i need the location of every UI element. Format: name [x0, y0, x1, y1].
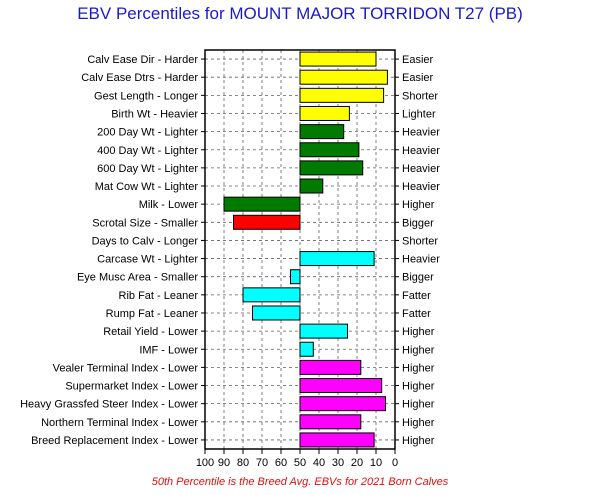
- bar: [299, 251, 375, 267]
- bar-right-label: Heavier: [402, 127, 440, 139]
- bar-left-label: Supermarket Index - Lower: [65, 381, 198, 393]
- bar: [290, 269, 301, 285]
- bar-left-label: 600 Day Wt - Lighter: [97, 163, 198, 175]
- bar-left-label: Milk - Lower: [139, 199, 199, 211]
- bar: [299, 87, 385, 103]
- x-tick-label: 30: [332, 457, 344, 469]
- bar-right-label: Easier: [402, 54, 434, 66]
- bar-right-label: Heavier: [402, 181, 440, 193]
- bar-left-label: IMF - Lower: [139, 344, 198, 356]
- x-tick-label: 20: [351, 457, 363, 469]
- x-tick-label: 90: [218, 457, 230, 469]
- bar: [299, 432, 375, 448]
- bar-left-label: Mat Cow Wt - Lighter: [95, 181, 199, 193]
- bar-left-label: Calv Ease Dir - Harder: [87, 54, 198, 66]
- bar: [299, 105, 350, 121]
- bar-right-label: Higher: [402, 381, 435, 393]
- bar-left-label: Rump Fat - Leaner: [106, 308, 199, 320]
- bar-right-label: Heavier: [402, 163, 440, 175]
- bar: [299, 396, 386, 412]
- bar-right-label: Shorter: [402, 235, 438, 247]
- bar-right-label: Higher: [402, 399, 435, 411]
- bar-right-label: Bigger: [402, 217, 434, 229]
- bar-right-label: Higher: [402, 362, 435, 374]
- x-tick-label: 60: [275, 457, 287, 469]
- bar-left-label: Days to Calv - Longer: [92, 235, 199, 247]
- bar: [299, 124, 345, 140]
- bar-left-label: Rib Fat - Leaner: [119, 290, 199, 302]
- bar: [299, 323, 348, 339]
- x-tick-label: 10: [370, 457, 382, 469]
- bar-right-label: Higher: [402, 199, 435, 211]
- bar-left-label: Carcase Wt - Lighter: [97, 254, 198, 266]
- bar-right-label: Lighter: [402, 108, 436, 120]
- bar-left-label: Calv Ease Dtrs - Harder: [81, 72, 198, 84]
- bars-layer: [223, 51, 388, 448]
- bar-right-label: Easier: [402, 72, 434, 84]
- bar-left-label: 400 Day Wt - Lighter: [97, 145, 198, 157]
- bar-left-label: Gest Length - Longer: [94, 90, 198, 102]
- bar-right-label: Fatter: [402, 308, 431, 320]
- bar: [299, 51, 377, 67]
- bar-left-label: Northern Terminal Index - Lower: [41, 417, 198, 429]
- x-tick-label: 50: [294, 457, 306, 469]
- x-tick-label: 0: [392, 457, 398, 469]
- bar: [299, 341, 314, 357]
- x-tick-label: 70: [256, 457, 268, 469]
- ticks-layer: 100 90 80 70 60 50 40 30 20 10 0: [196, 58, 399, 469]
- bar-left-label: Heavy Grassfed Steer Index - Lower: [20, 399, 198, 411]
- bar-right-label: Fatter: [402, 290, 431, 302]
- bar: [299, 160, 364, 176]
- bar-right-label: Higher: [402, 435, 435, 447]
- bar: [299, 142, 360, 158]
- bar: [252, 305, 301, 321]
- bar: [233, 214, 301, 230]
- bar-right-label: Bigger: [402, 272, 434, 284]
- bar-left-label: Eye Musc Area - Smaller: [77, 272, 198, 284]
- bar: [299, 178, 324, 194]
- bar-left-label: Scrotal Size - Smaller: [92, 217, 198, 229]
- bar: [299, 414, 362, 430]
- x-tick-label: 40: [313, 457, 325, 469]
- bar-right-label: Heavier: [402, 145, 440, 157]
- bar-left-label: Retail Yield - Lower: [103, 326, 198, 338]
- labels-layer: Calv Ease Dir - Harder Easier Calv Ease Dt…: [20, 54, 440, 447]
- bar-right-label: Shorter: [402, 90, 438, 102]
- bar-right-label: Higher: [402, 417, 435, 429]
- bar-right-label: Higher: [402, 326, 435, 338]
- bar-left-label: Birth Wt - Heavier: [111, 108, 198, 120]
- bar-left-label: 200 Day Wt - Lighter: [97, 127, 198, 139]
- bar: [223, 196, 301, 212]
- chart-title: EBV Percentiles for MOUNT MAJOR TORRIDON…: [77, 4, 523, 23]
- x-tick-label: 80: [237, 457, 249, 469]
- bar: [299, 69, 388, 85]
- bar-right-label: Higher: [402, 344, 435, 356]
- bar-left-label: Vealer Terminal Index - Lower: [53, 362, 199, 374]
- bar: [299, 359, 362, 375]
- chart-footnote: 50th Percentile is the Breed Avg. EBVs f…: [151, 476, 449, 488]
- x-tick-label: 100: [196, 457, 214, 469]
- bar-right-label: Heavier: [402, 254, 440, 266]
- bar: [299, 378, 383, 394]
- bar: [242, 287, 301, 303]
- bar-left-label: Breed Replacement Index - Lower: [31, 435, 198, 447]
